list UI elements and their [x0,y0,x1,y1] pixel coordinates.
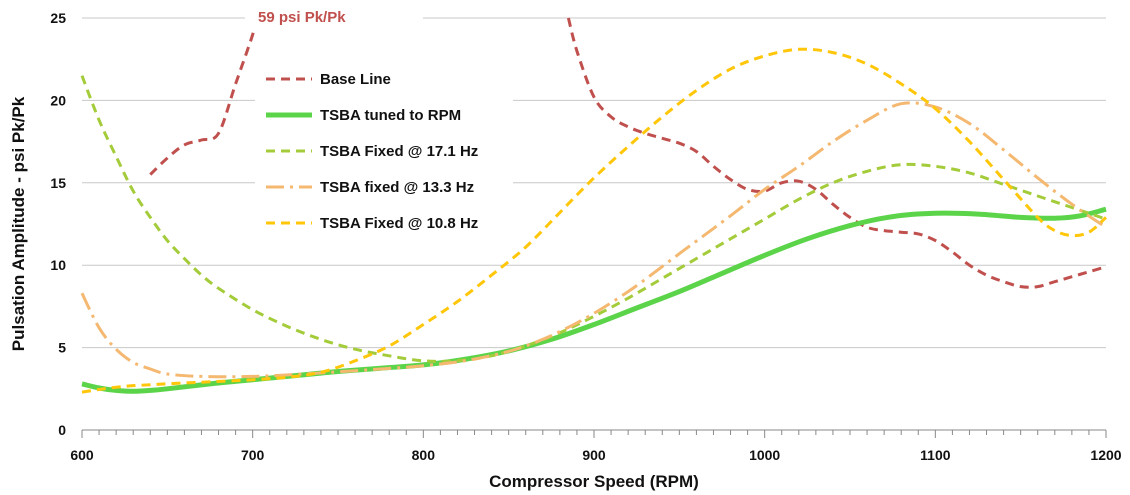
series-line-3 [80,75,1107,363]
legend: Base Line TSBA tuned to RPM TSBA Fixed @ 1… [266,71,478,232]
x-axis-title: Compressor Speed (RPM) [489,472,699,491]
y-axis-title: Pulsation Amplitude - psi Pk/Pk [9,96,28,351]
series-lines [80,17,1108,394]
y-tick-label: 25 [50,10,66,26]
annotation-background [245,4,423,28]
series-line-1 [149,17,258,176]
y-tick-label: 5 [58,340,66,356]
legend-label: TSBA Fixed @ 17.1 Hz [320,143,478,160]
x-tick-label: 1200 [1090,447,1121,463]
y-tick-label: 10 [50,257,66,273]
series-line-2 [81,206,1107,394]
series-line-4 [80,101,1107,379]
peak-annotation: 59 psi Pk/Pk [258,9,346,26]
x-axis-ticks: 600 700 800 900 1000 1100 1200 [70,430,1122,463]
x-tick-label: 1000 [749,447,780,463]
x-tick-label: 700 [241,447,265,463]
legend-label: TSBA Fixed @ 10.8 Hz [320,215,478,232]
y-tick-label: 20 [50,92,66,108]
legend-label: Base Line [320,71,391,88]
legend-label: TSBA fixed @ 13.3 Hz [320,179,474,196]
x-tick-label: 600 [70,447,94,463]
series-line-1 [566,17,1107,289]
x-tick-label: 1100 [920,447,951,463]
series-line-5 [81,47,1108,394]
y-axis-ticks: 0 5 10 15 20 25 [50,10,66,438]
legend-label: TSBA tuned to RPM [320,107,461,124]
y-tick-label: 0 [58,422,66,438]
x-tick-label: 800 [412,447,436,463]
y-tick-label: 15 [50,175,66,191]
x-tick-label: 900 [582,447,606,463]
